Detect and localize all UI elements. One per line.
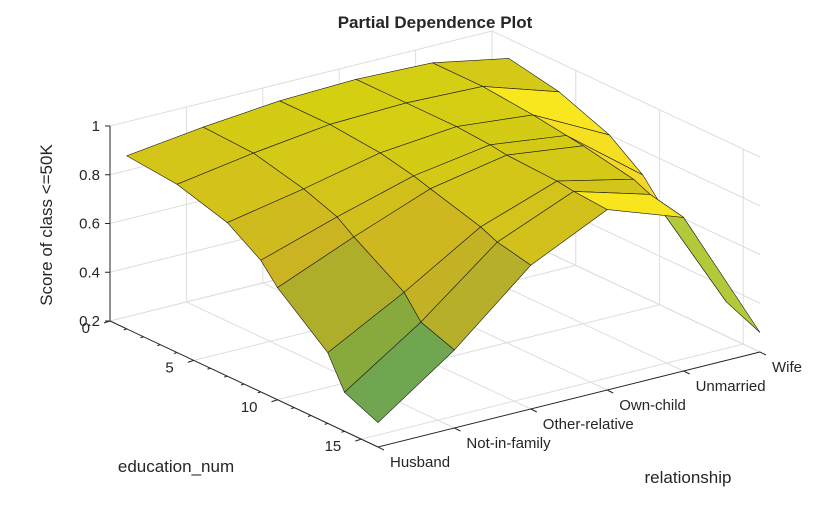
x-axis-label: relationship xyxy=(645,468,732,487)
x-tick-label: Wife xyxy=(772,359,802,376)
z-tick-label: 0.8 xyxy=(79,167,100,184)
z-tick-label: 0.2 xyxy=(79,313,100,330)
x-tick-mark xyxy=(377,446,385,451)
y-minor-tick xyxy=(123,328,127,331)
axis-line xyxy=(377,351,761,448)
wall-gridline xyxy=(491,30,761,158)
x-tick-mark xyxy=(606,389,614,394)
z-tick-label: 0.6 xyxy=(79,216,100,233)
x-tick-label: Unmarried xyxy=(696,378,766,395)
x-tick-label: Not-in-family xyxy=(466,435,551,452)
y-minor-tick xyxy=(224,375,228,378)
z-tick-label: 0.4 xyxy=(79,264,100,281)
y-minor-tick xyxy=(324,422,328,425)
y-minor-tick xyxy=(257,391,261,394)
x-tick-mark xyxy=(683,370,690,375)
floor-gridline xyxy=(186,301,455,429)
y-minor-tick xyxy=(240,383,245,386)
y-tick-mark xyxy=(103,320,111,324)
y-tick-mark xyxy=(355,438,362,442)
y-tick-mark xyxy=(271,399,278,403)
x-tick-mark xyxy=(759,351,767,356)
y-axis-label: education_num xyxy=(118,457,234,476)
chart-title: Partial Dependence Plot xyxy=(338,13,533,32)
x-tick-mark xyxy=(530,408,538,413)
floor-gridline xyxy=(361,343,744,440)
y-minor-tick xyxy=(157,344,161,347)
axes: 0.20.40.60.81051015HusbandNot-in-familyO… xyxy=(79,118,802,471)
y-tick-label: 15 xyxy=(325,438,342,455)
x-tick-label: Own-child xyxy=(619,397,686,414)
y-minor-tick xyxy=(207,367,211,370)
x-tick-mark xyxy=(454,427,461,432)
y-tick-label: 5 xyxy=(165,359,173,376)
y-minor-tick xyxy=(140,336,144,339)
z-axis-label: Score of class <=50K xyxy=(37,144,56,306)
x-tick-label: Husband xyxy=(390,454,450,471)
y-tick-mark xyxy=(187,359,194,363)
wall-gridline xyxy=(109,30,493,127)
y-minor-tick xyxy=(307,415,312,417)
y-minor-tick xyxy=(341,430,345,433)
y-tick-label: 10 xyxy=(241,399,258,416)
y-minor-tick xyxy=(173,352,178,354)
surface-plot xyxy=(126,58,761,424)
y-tick-label: 0 xyxy=(82,320,90,337)
x-tick-label: Other-relative xyxy=(543,416,634,433)
z-tick-label: 1 xyxy=(92,118,100,135)
surface-patch xyxy=(344,321,455,424)
y-minor-tick xyxy=(291,407,295,410)
